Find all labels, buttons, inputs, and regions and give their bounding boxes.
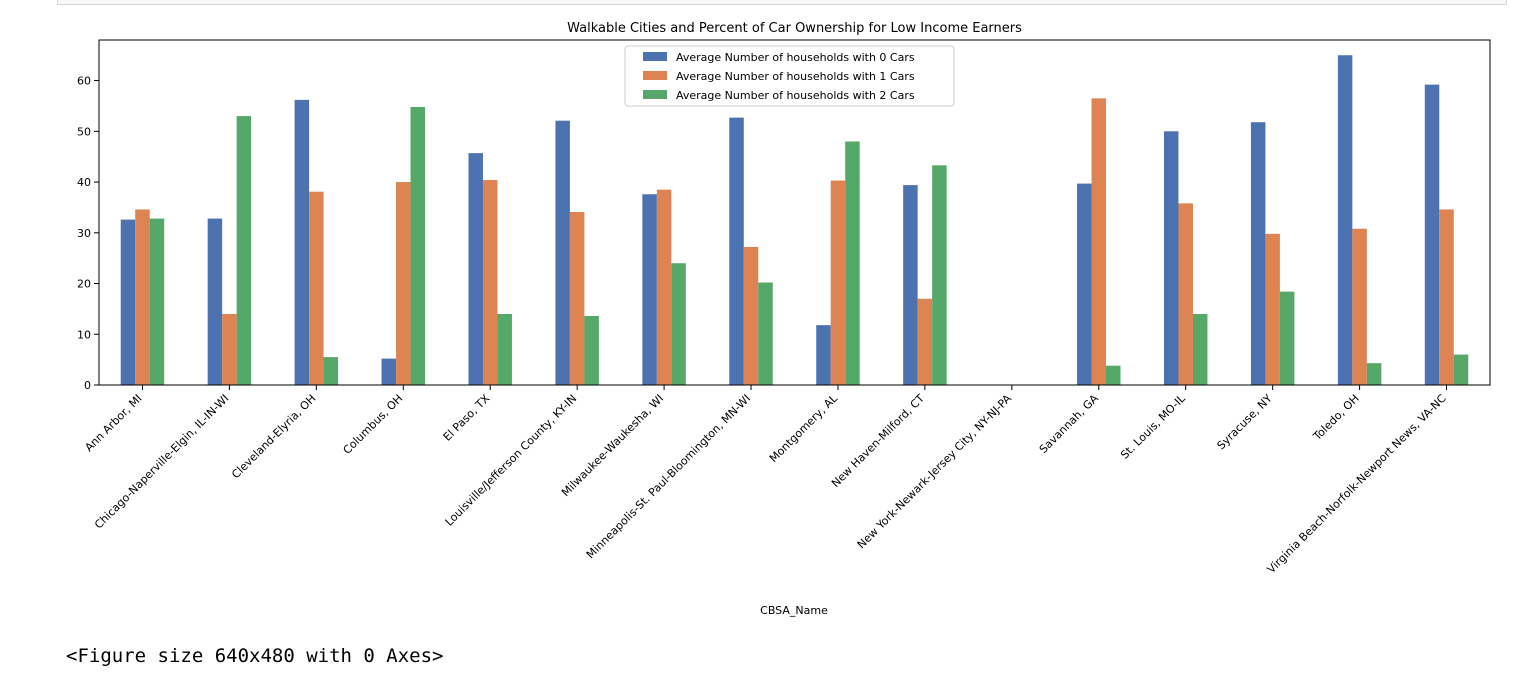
y-tick-label: 20 [77,278,91,291]
bar [323,357,339,385]
y-tick-label: 10 [77,328,91,341]
bar [1439,209,1454,385]
x-tick-label: Ann Arbor, MI [82,392,144,454]
legend-label: Average Number of households with 2 Cars [676,89,915,102]
bar [1265,233,1280,385]
x-tick-label: Savannah, GA [1037,392,1101,456]
x-tick-label: Virginia Beach-Norfolk-Newport News, VA-… [1265,392,1449,576]
x-tick-label: Toledo, OH [1310,392,1362,444]
bar [222,313,237,385]
bar [381,358,397,385]
legend-swatch [643,52,667,61]
bar [743,247,759,385]
bar [207,218,223,385]
figure-size-output: <Figure size 640x480 with 0 Axes> [66,645,444,667]
bar [1178,203,1193,385]
bar [309,191,324,385]
legend-label: Average Number of households with 1 Cars [676,70,915,83]
previous-cell-edge [57,0,1507,5]
x-tick-label: Columbus, OH [341,392,406,457]
x-tick-label: New Haven-Milford, CT [829,392,927,490]
bar [584,316,599,385]
bar [1337,55,1353,386]
bar [1279,291,1295,385]
x-tick-label: Cleveland-Elyria, OH [229,392,318,481]
x-tick-label: El Paso, TX [441,392,493,444]
y-tick-label: 60 [77,75,91,88]
bar [569,211,585,385]
bar [236,116,252,386]
x-tick-label: Milwaukee-Waukesha, WI [559,392,666,499]
bar [120,219,136,385]
bar [482,180,498,385]
x-tick-label: New York-Newark-Jersey City, NY-NJ-PA [855,392,1015,552]
x-tick-label: Syracuse, NY [1215,392,1275,452]
bar [1163,131,1179,385]
bar [396,182,411,385]
legend-swatch [643,90,667,99]
bar [729,117,744,385]
bar [845,141,860,385]
bar [149,218,165,385]
bar [555,120,570,385]
bar [294,99,310,385]
bar [468,153,483,385]
bar-chart: Walkable Cities and Percent of Car Owner… [77,21,1491,617]
bar [1352,228,1367,385]
x-tick-label: Montgomery, AL [767,391,841,465]
legend-box [624,45,955,107]
bar [1192,313,1208,385]
x-tick-label: Minneapolis-St. Paul-Bloomington, MN-WI [584,392,753,561]
bar [758,282,773,385]
bar [1250,122,1266,386]
bar [1077,183,1092,385]
x-tick-label: Chicago-Naperville-Elgin, IL-IN-WI [92,392,232,532]
bar [497,313,512,385]
y-tick-label: 40 [77,176,91,189]
bar [1424,84,1440,385]
y-tick-label: 50 [77,125,91,138]
bar [917,298,933,385]
y-tick-label: 30 [77,227,91,240]
plot-frame [98,39,1491,386]
x-tick-label: St. Louis, MO-IL [1118,391,1188,461]
y-tick-label: 0 [84,379,91,392]
bar [135,209,150,385]
bar [410,106,426,386]
bar [903,185,918,385]
bar [1106,365,1121,385]
bar [816,325,831,385]
x-axis-label: CBSA_Name [760,604,828,617]
legend-swatch [643,71,667,80]
bar [830,180,846,385]
chart-title: Walkable Cities and Percent of Car Owner… [567,21,1022,36]
bar [656,189,672,385]
bar [1091,98,1107,386]
bar [642,194,657,385]
bar [932,165,947,385]
bar [1366,363,1382,385]
bar [1453,354,1469,385]
legend-label: Average Number of households with 0 Cars [676,51,915,64]
bar [671,263,686,385]
